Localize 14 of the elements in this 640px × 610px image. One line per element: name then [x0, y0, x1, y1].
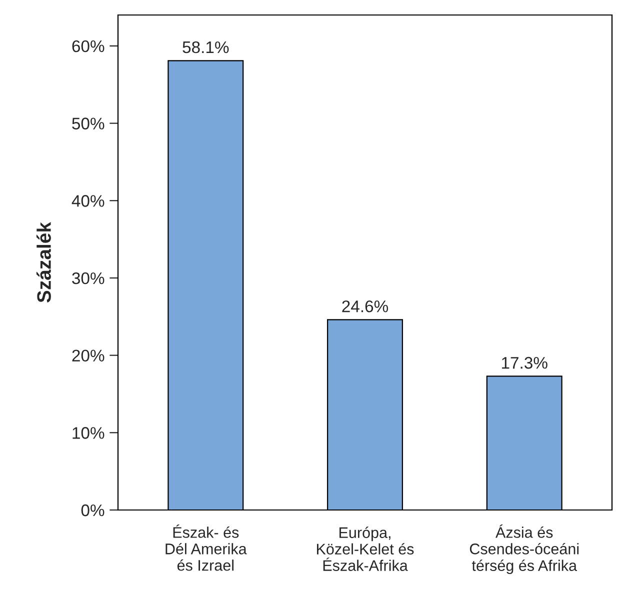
y-tick-label: 20% [72, 350, 104, 362]
y-axis-title: Százalék [36, 222, 51, 302]
y-tick-label: 50% [72, 118, 104, 130]
y-tick-label: 60% [72, 40, 104, 52]
data-label: 24.6% [342, 300, 388, 312]
y-tick-label: 40% [72, 195, 104, 207]
y-tick-label: 30% [72, 272, 104, 284]
x-tick-label: Észak- és Dél Amerika és Izrael [166, 524, 247, 571]
y-tick-label: 0% [81, 504, 104, 516]
y-tick-label: 10% [72, 427, 104, 439]
x-tick-label: Ázsia és Csendes-óceáni térség és Afrika [470, 524, 579, 574]
data-label: 17.3% [502, 356, 548, 369]
data-label: 58.1% [182, 41, 229, 54]
x-tick-label: Európa, Közel-Kelet és Észak-Afrika [317, 526, 414, 571]
